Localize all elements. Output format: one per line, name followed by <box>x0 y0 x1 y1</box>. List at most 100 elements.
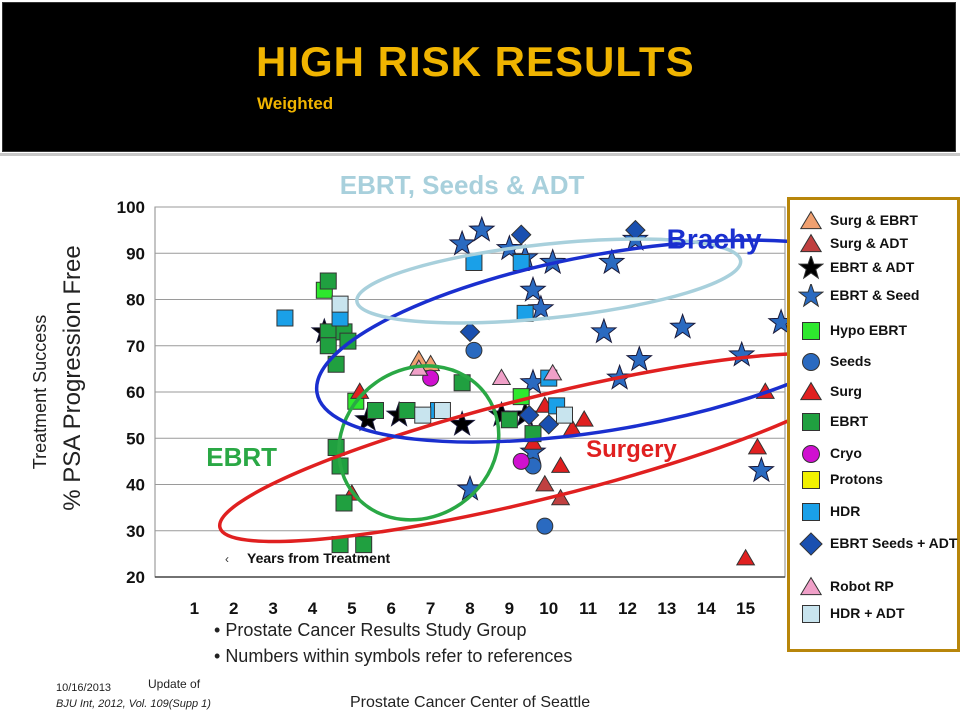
ebrt-seed-point <box>669 312 697 339</box>
legend-label: Seeds <box>830 353 872 369</box>
y-tick-label: 20 <box>126 568 145 587</box>
x-tick-label: 12 <box>618 599 637 618</box>
legend-item: Surg & EBRT <box>790 209 960 233</box>
ebrt-point <box>500 411 518 429</box>
y-tick-label: 90 <box>126 244 145 263</box>
legend-item: Surg & ADT <box>790 232 960 256</box>
title-banner <box>2 2 956 152</box>
legend-item: EBRT & ADT <box>790 256 960 280</box>
ebrt-seed-point <box>448 229 476 256</box>
ebrt-point <box>319 337 337 355</box>
surg-point <box>747 437 768 455</box>
ebrt-point <box>355 536 373 554</box>
ebrt-seed-point <box>468 215 496 242</box>
y-tick-label: 40 <box>126 476 145 495</box>
x-tick-label: 11 <box>579 599 597 618</box>
ebrt-seed-point <box>598 248 626 275</box>
y-axis-label: Treatment Success <box>30 315 50 469</box>
hdr-point <box>276 309 294 327</box>
hdr-adt-point <box>414 406 432 424</box>
legend-label: HDR + ADT <box>830 605 905 621</box>
legend-item: HDR <box>790 500 960 524</box>
surg-adt-point <box>535 474 555 492</box>
x-axis-label: Years from Treatment <box>247 550 391 566</box>
x-tick-label: 7 <box>426 599 435 618</box>
y-tick-label: 70 <box>126 337 145 356</box>
seeds-point <box>536 517 554 535</box>
legend-symbol-icon <box>798 256 824 280</box>
x-tick-label: 2 <box>229 599 238 618</box>
legend-label: Protons <box>830 471 883 487</box>
x-tick-label: 15 <box>736 599 755 618</box>
footer-bullet-1: • Prostate Cancer Results Study Group <box>214 620 527 640</box>
ebrt-seeds-adt-label: EBRT, Seeds & ADT <box>340 170 585 200</box>
legend-item: EBRT & Seed <box>790 284 960 308</box>
ebrt-point <box>335 494 353 512</box>
legend-symbol-icon <box>799 576 823 596</box>
legend-symbol-icon <box>799 532 823 556</box>
ebrt-seeds-adt-point <box>510 224 532 246</box>
legend-item: Hypo EBRT <box>790 319 960 343</box>
legend-item: Cryo <box>790 442 960 466</box>
x-tick-label: 10 <box>539 599 558 618</box>
x-tick-label: 9 <box>505 599 514 618</box>
y-tick-label: 30 <box>126 522 145 541</box>
x-tick-label: 8 <box>465 599 474 618</box>
chart-legend: Surg & EBRT Surg & ADT EBRT & ADT EBRT & Se… <box>787 197 960 652</box>
ebrt-seed-point <box>539 248 567 275</box>
page-subtitle: Weighted <box>257 94 334 113</box>
footer-date: 10/16/2013 <box>56 682 112 694</box>
footer-reference: BJU Int, 2012, Vol. 109(Supp 1) <box>56 698 211 710</box>
legend-item: Seeds <box>790 350 960 374</box>
legend-symbol-icon <box>802 322 820 340</box>
brachy-label: Brachy <box>667 224 762 255</box>
robot-rp-point <box>543 363 563 381</box>
x-tick-label: 6 <box>387 599 396 618</box>
legend-label: Surg <box>830 383 862 399</box>
legend-symbol-icon <box>802 445 820 463</box>
footer-source: Prostate Cancer Center of Seattle <box>350 694 591 711</box>
legend-item: Surg <box>790 380 960 404</box>
y-axis-label: % PSA Progression Free <box>59 245 86 510</box>
x-tick-label: 4 <box>308 599 318 618</box>
legend-symbol-icon <box>798 284 824 308</box>
ebrt-region <box>337 364 501 522</box>
legend-symbol-icon <box>802 605 820 623</box>
footer-bullet-2: • Numbers within symbols refer to refere… <box>214 646 573 666</box>
x-tick-label: 1 <box>190 599 199 618</box>
y-tick-label: 50 <box>126 429 145 448</box>
legend-item: Protons <box>790 468 960 492</box>
legend-label: EBRT <box>830 413 869 429</box>
ebrt-adt-point <box>448 410 476 436</box>
legend-symbol-icon <box>799 233 823 253</box>
seeds-point <box>465 341 483 359</box>
ebrt-point <box>319 272 337 290</box>
legend-label: Surg & EBRT <box>830 212 918 228</box>
ebrt-seeds-adt-point <box>459 321 481 343</box>
legend-symbol-icon <box>802 471 820 489</box>
x-tick-label: 14 <box>697 599 716 618</box>
legend-item: HDR + ADT <box>790 602 960 626</box>
legend-item: EBRT <box>790 410 960 434</box>
legend-symbol-icon <box>799 210 823 230</box>
ebrt-seeds-adt-region <box>355 237 743 325</box>
header: HIGH RISK RESULTS Weighted <box>0 0 960 156</box>
ebrt-label: EBRT <box>206 442 277 472</box>
ebrt-seed-point <box>625 345 653 372</box>
legend-label: EBRT & ADT <box>830 259 915 275</box>
ebrt-seed-point <box>527 294 555 321</box>
hdr-adt-point <box>556 406 573 424</box>
x-tick-label: 5 <box>347 599 356 618</box>
robot-rp-point <box>491 368 512 386</box>
header-divider <box>0 153 960 156</box>
footer-update-label: Update of <box>148 677 201 691</box>
legend-label: Surg & ADT <box>830 235 909 251</box>
ebrt-point <box>398 402 416 419</box>
legend-label: Hypo EBRT <box>830 322 907 338</box>
legend-label: Robot RP <box>830 578 894 594</box>
x-tick-label: 3 <box>268 599 277 618</box>
ebrt-point <box>367 402 384 419</box>
ebrt-seed-point <box>519 275 547 302</box>
legend-item: EBRT Seeds + ADT <box>790 532 960 556</box>
